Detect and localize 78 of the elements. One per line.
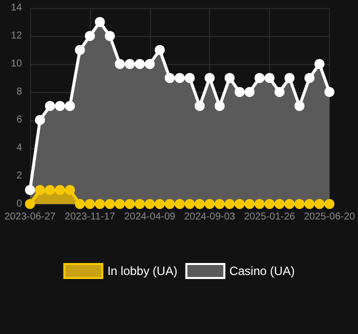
point xyxy=(44,185,55,195)
point xyxy=(94,199,105,209)
point xyxy=(114,59,125,69)
point xyxy=(74,45,85,55)
point xyxy=(304,199,314,209)
point xyxy=(25,185,35,195)
point xyxy=(104,31,115,41)
point xyxy=(134,59,145,69)
point xyxy=(284,73,294,83)
point xyxy=(54,185,65,195)
point xyxy=(234,199,245,209)
point xyxy=(34,115,45,125)
legend-label: In lobby (UA) xyxy=(107,264,178,278)
point xyxy=(154,45,165,55)
x-tick-label: 2025-01-26 xyxy=(244,212,296,222)
point xyxy=(124,199,135,209)
y-tick-label: 14 xyxy=(10,2,22,14)
y-tick-label: 10 xyxy=(10,58,22,70)
point xyxy=(174,73,185,83)
point xyxy=(144,59,155,69)
y-tick-label: 2 xyxy=(16,170,22,182)
point xyxy=(264,199,275,209)
point xyxy=(94,17,105,27)
point xyxy=(174,199,185,209)
point xyxy=(294,199,304,209)
point xyxy=(124,59,135,69)
point xyxy=(134,199,145,209)
point xyxy=(184,73,195,83)
point xyxy=(254,73,265,83)
point xyxy=(234,87,245,97)
point xyxy=(194,199,205,209)
point xyxy=(284,199,294,209)
point xyxy=(25,199,35,209)
point xyxy=(274,199,285,209)
point xyxy=(74,199,85,209)
point xyxy=(44,101,55,111)
x-tick-label: 2023-11-17 xyxy=(64,212,116,222)
y-tick-label: 0 xyxy=(16,198,22,210)
point xyxy=(114,199,125,209)
point xyxy=(324,87,334,97)
legend-label: Casino (UA) xyxy=(229,264,295,278)
x-tick-label: 2024-04-09 xyxy=(124,212,176,222)
point xyxy=(254,199,265,209)
point xyxy=(224,199,235,209)
point xyxy=(104,199,115,209)
point xyxy=(164,199,175,209)
point xyxy=(154,199,165,209)
point xyxy=(84,31,95,41)
y-tick-label: 12 xyxy=(10,30,22,42)
x-tick-label: 2024-09-03 xyxy=(184,212,236,222)
point xyxy=(244,87,255,97)
point xyxy=(194,101,205,111)
point xyxy=(294,101,304,111)
point xyxy=(144,199,155,209)
point xyxy=(214,101,225,111)
y-tick-label: 8 xyxy=(16,86,22,98)
x-tick-label: 2025-06-20 xyxy=(304,212,356,222)
point xyxy=(54,101,65,111)
point xyxy=(84,199,95,209)
point xyxy=(184,199,195,209)
point xyxy=(304,73,314,83)
point xyxy=(204,199,215,209)
point xyxy=(214,199,225,209)
x-tick-label: 2023-06-27 xyxy=(4,212,56,222)
point xyxy=(164,73,175,83)
point xyxy=(314,199,324,209)
point xyxy=(244,199,255,209)
point xyxy=(34,185,45,195)
point xyxy=(224,73,235,83)
point xyxy=(64,185,75,195)
point xyxy=(64,101,75,111)
point xyxy=(264,73,275,83)
point xyxy=(314,59,324,69)
point xyxy=(204,73,215,83)
y-tick-label: 4 xyxy=(16,142,22,154)
point xyxy=(274,87,285,97)
y-tick-label: 6 xyxy=(16,114,22,126)
point xyxy=(324,199,334,209)
